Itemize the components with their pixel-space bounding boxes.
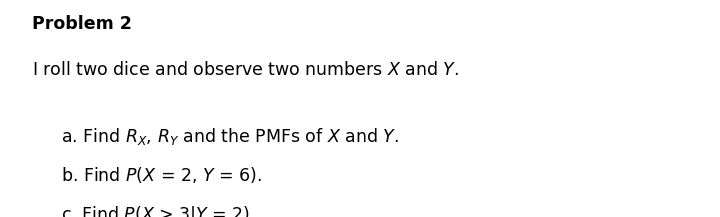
Text: b. Find $P$($X$ = 2, $Y$ = 6).: b. Find $P$($X$ = 2, $Y$ = 6). xyxy=(61,165,262,185)
Text: c. Find $P$($X$ > 3|$Y$ = 2).: c. Find $P$($X$ > 3|$Y$ = 2). xyxy=(61,204,256,217)
Text: a. Find $R_X$, $R_Y$ and the PMFs of $X$ and $Y$.: a. Find $R_X$, $R_Y$ and the PMFs of $X$… xyxy=(61,126,399,147)
Text: Problem 2: Problem 2 xyxy=(32,15,132,33)
Text: I roll two dice and observe two numbers $X$ and $Y$.: I roll two dice and observe two numbers … xyxy=(32,61,459,79)
